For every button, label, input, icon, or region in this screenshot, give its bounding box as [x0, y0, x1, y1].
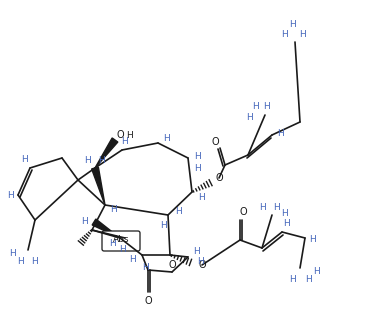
Text: H: H	[283, 219, 290, 228]
Text: H: H	[9, 249, 15, 259]
Text: H: H	[7, 191, 14, 200]
Text: H: H	[194, 151, 200, 160]
Text: H: H	[281, 209, 287, 218]
Text: H: H	[194, 163, 200, 172]
Text: O: O	[144, 296, 152, 306]
Text: H: H	[198, 193, 204, 201]
Polygon shape	[92, 167, 105, 205]
Text: O: O	[198, 260, 206, 270]
Text: H: H	[259, 202, 265, 211]
Text: O: O	[168, 260, 176, 270]
Text: H: H	[264, 101, 270, 111]
Text: H: H	[119, 245, 126, 255]
Text: H: H	[128, 256, 135, 265]
Text: H: H	[274, 202, 280, 211]
Text: H: H	[197, 257, 203, 266]
FancyBboxPatch shape	[102, 231, 140, 251]
Text: H: H	[98, 155, 104, 164]
Text: O: O	[211, 137, 219, 147]
Text: H: H	[300, 29, 306, 39]
Text: H: H	[277, 129, 283, 138]
Polygon shape	[95, 138, 118, 168]
Text: H: H	[175, 206, 182, 215]
Text: H: H	[126, 130, 132, 139]
Text: H: H	[109, 239, 115, 248]
Text: H: H	[163, 133, 169, 142]
Text: H: H	[290, 19, 296, 28]
Text: H: H	[289, 276, 295, 285]
Text: H: H	[160, 221, 167, 230]
Text: O: O	[215, 173, 223, 183]
Text: H: H	[16, 257, 23, 266]
Text: H: H	[313, 268, 320, 277]
Text: H: H	[110, 205, 116, 214]
Text: O: O	[239, 207, 247, 217]
Text: H: H	[246, 112, 253, 121]
Text: H: H	[83, 155, 90, 164]
Text: H: H	[193, 248, 199, 256]
Text: H: H	[121, 137, 127, 146]
Text: H: H	[142, 263, 148, 272]
Text: H: H	[305, 276, 311, 285]
Polygon shape	[92, 219, 120, 238]
Text: Abs: Abs	[113, 235, 129, 244]
Text: H: H	[20, 154, 27, 163]
Text: H: H	[81, 218, 87, 226]
Text: O: O	[116, 130, 124, 140]
Text: H: H	[31, 257, 37, 266]
Text: H: H	[281, 29, 288, 39]
Text: H: H	[252, 101, 258, 111]
Text: H: H	[310, 235, 316, 244]
